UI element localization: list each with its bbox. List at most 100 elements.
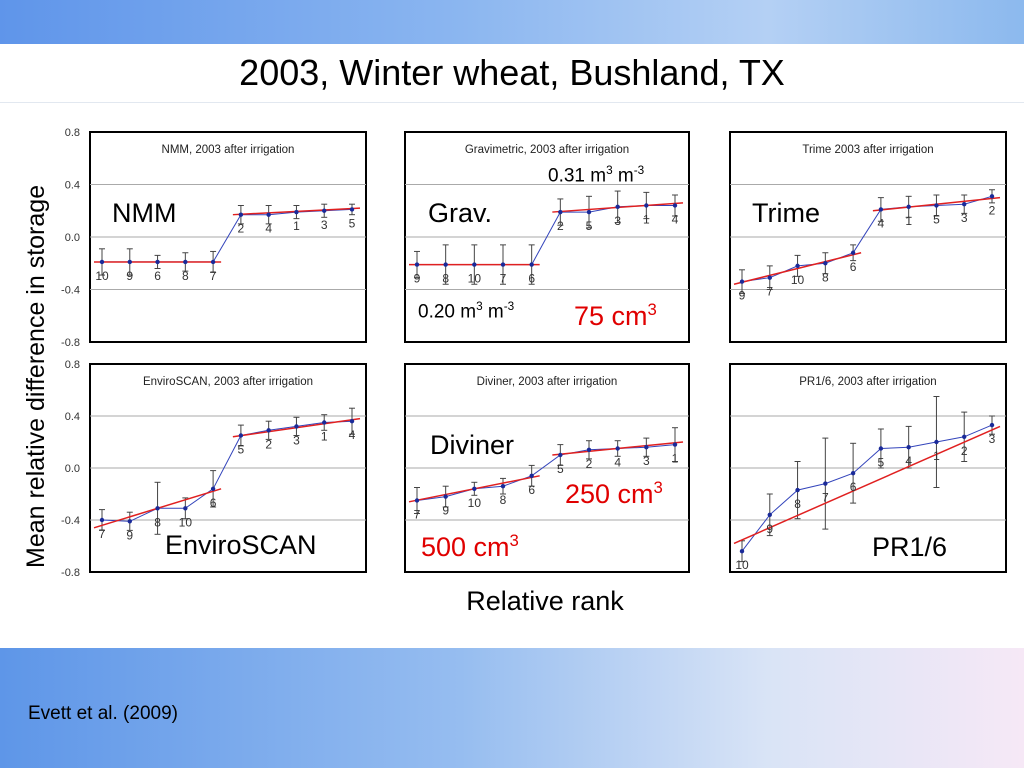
rank-label: 3 [293, 433, 300, 447]
rank-label: 10 [735, 558, 749, 572]
data-point [414, 498, 420, 503]
y-tick-label: -0.4 [61, 285, 80, 297]
rank-label: 4 [614, 456, 621, 470]
rank-label: 5 [349, 216, 356, 230]
data-point [294, 424, 299, 429]
data-point [127, 519, 132, 524]
rank-label: 8 [442, 272, 449, 286]
rank-label: 9 [739, 289, 746, 303]
chart-title: NMM, 2003 after irrigation [162, 144, 295, 156]
x-axis-label: Relative rank [466, 586, 624, 616]
rank-label: 2 [989, 203, 996, 217]
data-point [672, 442, 678, 447]
rank-label: 4 [672, 213, 679, 227]
rank-label: 10 [468, 496, 482, 510]
rank-label: 8 [822, 270, 829, 284]
rank-label: 6 [154, 269, 161, 283]
y-tick-label: 0.4 [65, 411, 80, 423]
data-point [934, 439, 939, 445]
rank-label: 7 [766, 285, 773, 299]
rank-label: 7 [414, 508, 421, 522]
y-tick-label: 0.8 [65, 127, 80, 139]
rank-label: 8 [500, 493, 507, 507]
rank-label: 4 [905, 454, 912, 468]
data-point [414, 262, 420, 267]
rank-label: 8 [794, 497, 801, 511]
data-point [558, 209, 563, 215]
rank-label: 4 [878, 216, 885, 230]
data-point [906, 445, 911, 450]
rank-label: 2 [961, 444, 968, 458]
panel-label-enviroscan: EnviroSCAN [165, 530, 317, 560]
data-point [586, 447, 592, 452]
data-point [795, 487, 800, 493]
data-point [615, 446, 620, 451]
data-point [767, 512, 772, 517]
rank-label: 9 [126, 528, 133, 542]
rank-label: 1 [672, 452, 679, 466]
data-point [127, 259, 132, 265]
data-point [500, 484, 506, 489]
rank-label: 6 [850, 480, 857, 494]
data-point [558, 452, 563, 458]
citation: Evett et al. (2009) [28, 703, 178, 724]
title-band [0, 44, 1024, 103]
rank-label: 10 [791, 273, 805, 287]
rank-label: 1 [905, 214, 912, 228]
data-point [99, 259, 105, 265]
data-point [850, 250, 856, 255]
rank-label: 2 [238, 222, 245, 236]
chart-title: Trime 2003 after irrigation [802, 144, 933, 156]
y-tick-label: 0.8 [65, 359, 80, 371]
rank-label: 3 [321, 218, 328, 232]
data-point [586, 209, 592, 215]
rank-label: 9 [414, 272, 421, 286]
data-point [989, 194, 995, 199]
rank-label: 5 [557, 462, 564, 476]
panel-label-grav: Grav. [428, 198, 493, 228]
rank-label: 3 [643, 454, 650, 468]
rank-label: 7 [822, 491, 829, 505]
y-tick-label: -0.8 [61, 337, 80, 349]
rank-label: 4 [349, 428, 356, 442]
series-line [101, 420, 353, 522]
fit-line [733, 252, 862, 285]
rank-label: 5 [586, 219, 593, 233]
rank-label: 1 [321, 430, 328, 444]
annotation-500cm3: 500 cm3 [421, 531, 519, 562]
rank-label: 3 [961, 211, 968, 225]
slide-title: 2003, Winter wheat, Bushland, TX [239, 52, 785, 93]
data-point [739, 279, 745, 284]
rank-label: 8 [182, 269, 189, 283]
rank-label: 6 [528, 483, 535, 497]
rank-label: 9 [442, 504, 449, 518]
chart-title: PR1/6, 2003 after irrigation [799, 376, 936, 388]
rank-label: 1 [643, 213, 650, 227]
rank-label: 1 [933, 449, 940, 463]
data-point [644, 445, 649, 450]
data-point [962, 201, 967, 207]
rank-label: 2 [586, 457, 593, 471]
rank-label: 1 [293, 219, 300, 233]
data-point [210, 486, 216, 491]
rank-label: 6 [210, 496, 217, 510]
data-point [795, 263, 800, 269]
data-point [962, 434, 967, 439]
annotation-020: 0.20 m3 m-3 [418, 300, 515, 323]
rank-label: 7 [210, 269, 217, 283]
panel-label-diviner: Diviner [430, 430, 515, 460]
data-point [529, 262, 534, 267]
y-tick-label: 0.0 [65, 463, 80, 475]
data-point [238, 212, 244, 217]
data-point [238, 433, 244, 438]
data-point [266, 212, 271, 217]
data-point [210, 259, 216, 265]
annotation-75cm3: 75 cm3 [574, 300, 657, 331]
rank-label: 5 [878, 456, 885, 470]
chart-title: EnviroSCAN, 2003 after irrigation [143, 376, 313, 388]
data-point [322, 208, 327, 213]
data-point [823, 481, 828, 486]
data-point [322, 420, 327, 425]
annotation-031: 0.31 m3 m-3 [548, 164, 645, 187]
rank-label: 10 [95, 269, 109, 283]
